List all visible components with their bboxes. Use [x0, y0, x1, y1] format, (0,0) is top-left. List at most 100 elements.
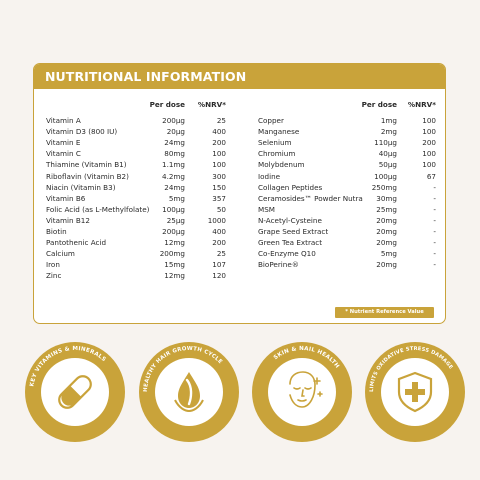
nutrient-dose: 110µg [374, 138, 397, 148]
nutrient-nrv: 25 [216, 249, 226, 259]
nutrient-dose: 20mg [376, 227, 397, 237]
nutrient-name: Vitamin D3 (800 IU) [46, 127, 118, 137]
nutrient-nrv: 67 [426, 171, 436, 181]
table-row: Copper 1mg 100 [258, 115, 436, 126]
nutrient-name: MSM [258, 204, 275, 214]
benefit-badge-skin: SKIN & NAIL HEALTH [250, 340, 354, 444]
table-row: Grape Seed Extract 20mg - [258, 226, 436, 237]
nutrient-dose: 12mg [164, 238, 185, 248]
nutrient-dose: 20mg [376, 260, 397, 270]
shield-cross-icon [397, 371, 433, 413]
nutrient-dose: 40µg [378, 149, 397, 159]
nutrient-nrv: 200 [422, 138, 436, 148]
nutrient-name: Manganese [258, 127, 300, 137]
card-title: NUTRITIONAL INFORMATION [34, 64, 445, 89]
capsule-icon [58, 375, 92, 409]
nutrient-name: N-Acetyl-Cysteine [258, 215, 322, 225]
nutrient-nrv: 1000 [207, 215, 226, 225]
nutrient-nrv: 100 [422, 160, 436, 170]
table-row: Vitamin B6 5mg 357 [46, 193, 226, 204]
nutrient-dose: 2mg [380, 127, 397, 137]
nutrient-dose: 12mg [164, 271, 185, 281]
dose-header: Per dose [149, 100, 185, 109]
table-row: Manganese 2mg 100 [258, 126, 436, 137]
nutrient-dose: 4.2mg [162, 171, 185, 181]
nutrient-dose: 24mg [164, 138, 185, 148]
nutrient-dose: 25mg [376, 204, 397, 214]
nutrient-name: Co-Enzyme Q10 [258, 249, 316, 259]
nutrient-dose: 25µg [166, 215, 185, 225]
nutrient-name: Thiamine (Vitamin B1) [46, 160, 127, 170]
nutrient-nrv: - [433, 227, 436, 237]
nutrient-nrv: 100 [212, 160, 226, 170]
nutrient-name: Niacin (Vitamin B3) [46, 182, 116, 192]
nutrient-name: Biotin [46, 227, 67, 237]
table-row: Thiamine (Vitamin B1) 1.1mg 100 [46, 159, 226, 170]
nutrient-dose: 50µg [378, 160, 397, 170]
benefit-badge-vitamins: KEY VITAMINS & MINERALS [23, 340, 127, 444]
footnote-badge: * Nutrient Reference Value [335, 307, 434, 318]
table-row: MSM 25mg - [258, 204, 436, 215]
nutrient-name: Iodine [258, 171, 281, 181]
nutrient-name: Copper [258, 116, 284, 126]
nutrient-name: Calcium [46, 249, 75, 259]
table-row: Niacin (Vitamin B3) 24mg 150 [46, 182, 226, 193]
nutrient-nrv: 100 [422, 116, 436, 126]
nutrient-name: Zinc [46, 271, 62, 281]
nutrient-nrv: 50 [216, 204, 226, 214]
nutrition-card: NUTRITIONAL INFORMATION Per dose %NRV* V… [33, 63, 446, 324]
nutrient-name: Vitamin B12 [46, 215, 90, 225]
nutrient-nrv: 150 [212, 182, 226, 192]
nutrient-nrv: 300 [212, 171, 226, 181]
nutrient-dose: 200µg [162, 227, 185, 237]
table-row: Ceramosides™ Powder Nutra 30mg - [258, 193, 436, 204]
nutrient-nrv: 100 [422, 149, 436, 159]
nutrient-dose: 200mg [159, 249, 185, 259]
nutrient-nrv: 200 [212, 138, 226, 148]
table-row: Molybdenum 50µg 100 [258, 159, 436, 170]
nutrient-dose: 15mg [164, 260, 185, 270]
nutrient-nrv: - [433, 238, 436, 248]
nutrient-dose: 1mg [380, 116, 397, 126]
nutrient-dose: 80mg [164, 149, 185, 159]
nutrient-dose: 5mg [380, 249, 397, 259]
nutrient-nrv: 107 [212, 260, 226, 270]
table-header: Per dose %NRV* [46, 99, 226, 110]
nutrient-dose: 250mg [371, 182, 397, 192]
table-row: Biotin 200µg 400 [46, 226, 226, 237]
nutrient-name: Vitamin A [46, 116, 81, 126]
nutrient-nrv: 200 [212, 238, 226, 248]
table-row: Collagen Peptides 250mg - [258, 182, 436, 193]
nutrient-name: Grape Seed Extract [258, 227, 329, 237]
table-row: Calcium 200mg 25 [46, 248, 226, 259]
nutrient-dose: 20mg [376, 238, 397, 248]
nutrient-name: Vitamin C [46, 149, 81, 159]
table-row: Chromium 40µg 100 [258, 148, 436, 159]
nutrient-name: Chromium [258, 149, 296, 159]
dose-header: Per dose [361, 100, 397, 109]
nutrient-dose: 20µg [166, 127, 185, 137]
table-row: Vitamin B12 25µg 1000 [46, 215, 226, 226]
benefit-badge-oxidative: LIMITS OXIDATIVE STRESS DAMAGE [363, 340, 467, 444]
table-row: Iron 15mg 107 [46, 259, 226, 270]
nutrient-nrv: 357 [212, 193, 226, 203]
table-row: Riboflavin (Vitamin B2) 4.2mg 300 [46, 171, 226, 182]
table-row: Iodine 100µg 67 [258, 171, 436, 182]
nutrient-nrv: - [433, 260, 436, 270]
benefit-badges: KEY VITAMINS & MINERALS HEALTHY HAIR GRO… [0, 340, 480, 450]
nutrient-name: Vitamin B6 [46, 193, 86, 203]
nutrient-name: Riboflavin (Vitamin B2) [46, 171, 129, 181]
nrv-header: %NRV* [197, 100, 226, 109]
nutrient-nrv: 100 [212, 149, 226, 159]
table-row: BioPerine® 20mg - [258, 259, 436, 270]
table-row: Vitamin E 24mg 200 [46, 137, 226, 148]
nutrient-name: Pantothenic Acid [46, 238, 107, 248]
nutrient-nrv: - [433, 193, 436, 203]
nutrient-name: Iron [46, 260, 60, 270]
nutrient-name: Selenium [258, 138, 292, 148]
nutrient-dose: 100µg [162, 204, 185, 214]
nutrient-nrv: 400 [212, 127, 226, 137]
table-row: Co-Enzyme Q10 5mg - [258, 248, 436, 259]
nutrient-dose: 100µg [374, 171, 397, 181]
nutrient-name: Green Tea Extract [258, 238, 323, 248]
